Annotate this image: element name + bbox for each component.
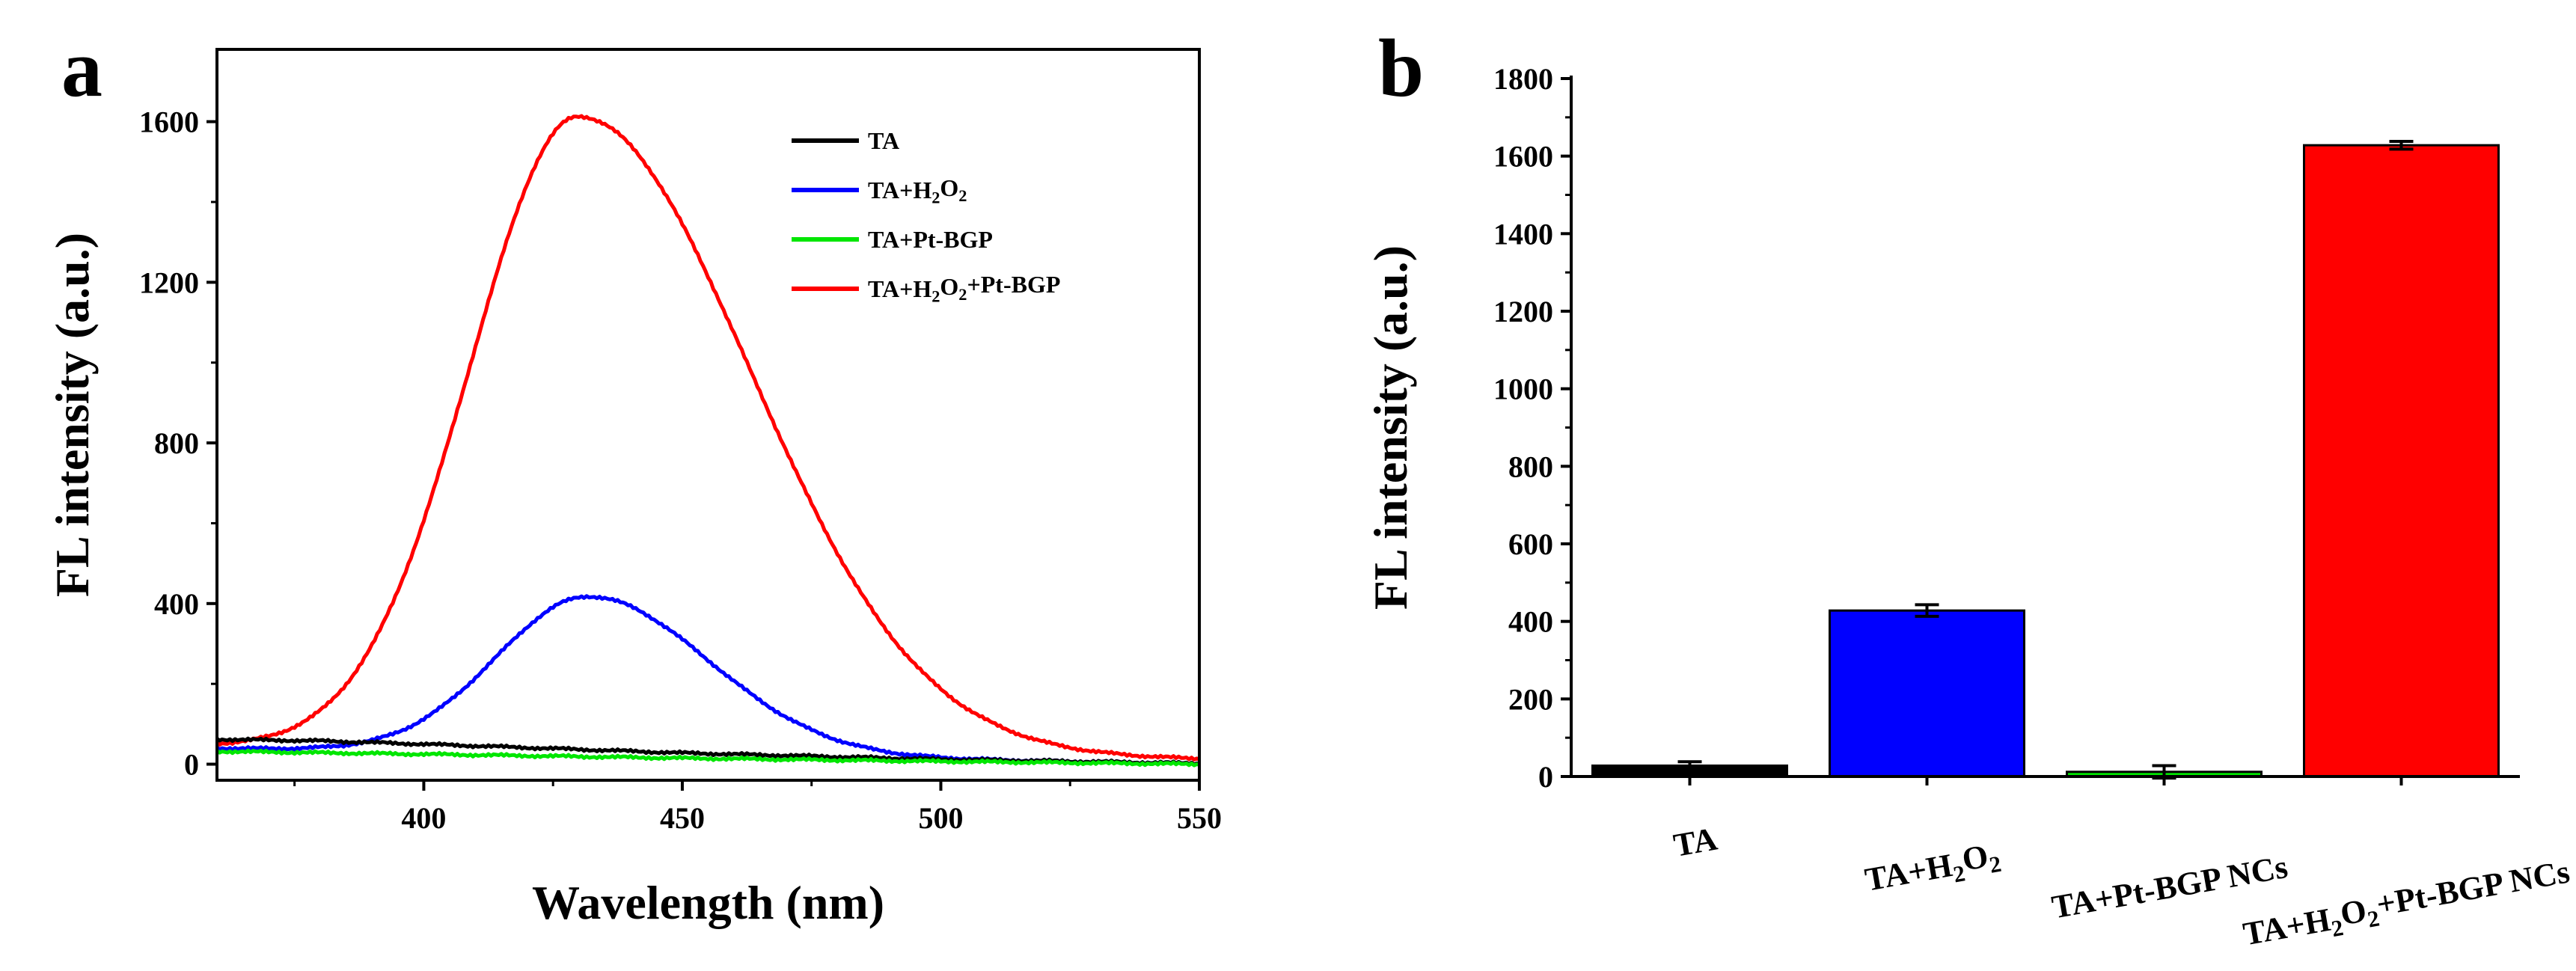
panel-a-y-axis-label: FL intensity (a.u.): [46, 233, 99, 597]
y-tick-label: 1200: [139, 266, 199, 299]
panel-a-curves: [215, 114, 1200, 768]
y-tick-label: 200: [1508, 682, 1553, 716]
legend-label-TA: TA: [868, 127, 899, 154]
y-tick-label: 1600: [1493, 140, 1553, 174]
series-line-TA_H2O2_PtBGP: [215, 114, 1200, 762]
y-tick-label: 0: [184, 748, 199, 782]
panel-a-line-chart: a 400 450 500 550 0 400 800 1200 1600 Wavelength…: [46, 22, 1222, 929]
y-tick-label: 400: [154, 587, 199, 621]
x-tick-label: 400: [401, 801, 446, 835]
y-tick-label: 0: [1538, 760, 1553, 794]
panel-b-letter: b: [1378, 22, 1424, 114]
legend-label-TA_PtBGP: TA+Pt-BGP: [868, 226, 993, 253]
y-tick-label: 1200: [1493, 295, 1553, 328]
legend-label-TA_H2O2: TA+H2O2: [868, 174, 967, 207]
panel-a-letter: a: [61, 22, 103, 114]
y-tick-label: 1600: [139, 105, 199, 139]
category-label-0: TA: [1671, 821, 1720, 864]
panel-b-bars: [1591, 144, 2500, 778]
legend-label-TA_H2O2_PtBGP: TA+H2O2+Pt-BGP: [868, 271, 1060, 305]
panel-b-y-axis-label: FL intensity (a.u.): [1364, 245, 1417, 610]
series-line-TA_H2O2: [215, 594, 1200, 767]
y-tick-label: 1800: [1493, 62, 1553, 96]
y-tick-label: 600: [1508, 527, 1553, 561]
x-tick-label: 450: [660, 801, 705, 835]
y-tick-label: 400: [1508, 605, 1553, 639]
y-tick-label: 1000: [1493, 373, 1553, 406]
panel-a-plot-frame: [215, 48, 1201, 782]
panel-a-x-axis-label: Wavelength (nm): [532, 876, 884, 929]
x-tick-label: 550: [1177, 801, 1222, 835]
panel-b-bar-chart: b 0 200 400 600 800 1000 1200 1400 1600 1800 TA TA+…: [1364, 22, 2574, 957]
panel-a-legend: TA TA+H2O2 TA+Pt-BGP TA+H2O2+Pt-BGP: [792, 127, 1060, 306]
panel-a-ticks: 400 450 500 550 0 400 800 1200 1600: [139, 105, 1222, 835]
category-label-1: TA+H2O2: [1861, 836, 2004, 903]
category-label-3: TA+H2O2+Pt-BGP NCs: [2239, 853, 2574, 957]
y-tick-label: 800: [154, 426, 199, 460]
bar-1: [1829, 609, 2025, 778]
series-line-TA_PtBGP: [215, 748, 1200, 768]
x-tick-label: 500: [918, 801, 963, 835]
y-tick-label: 1400: [1493, 217, 1553, 251]
y-tick-label: 800: [1508, 450, 1553, 483]
bar-3: [2303, 144, 2500, 778]
